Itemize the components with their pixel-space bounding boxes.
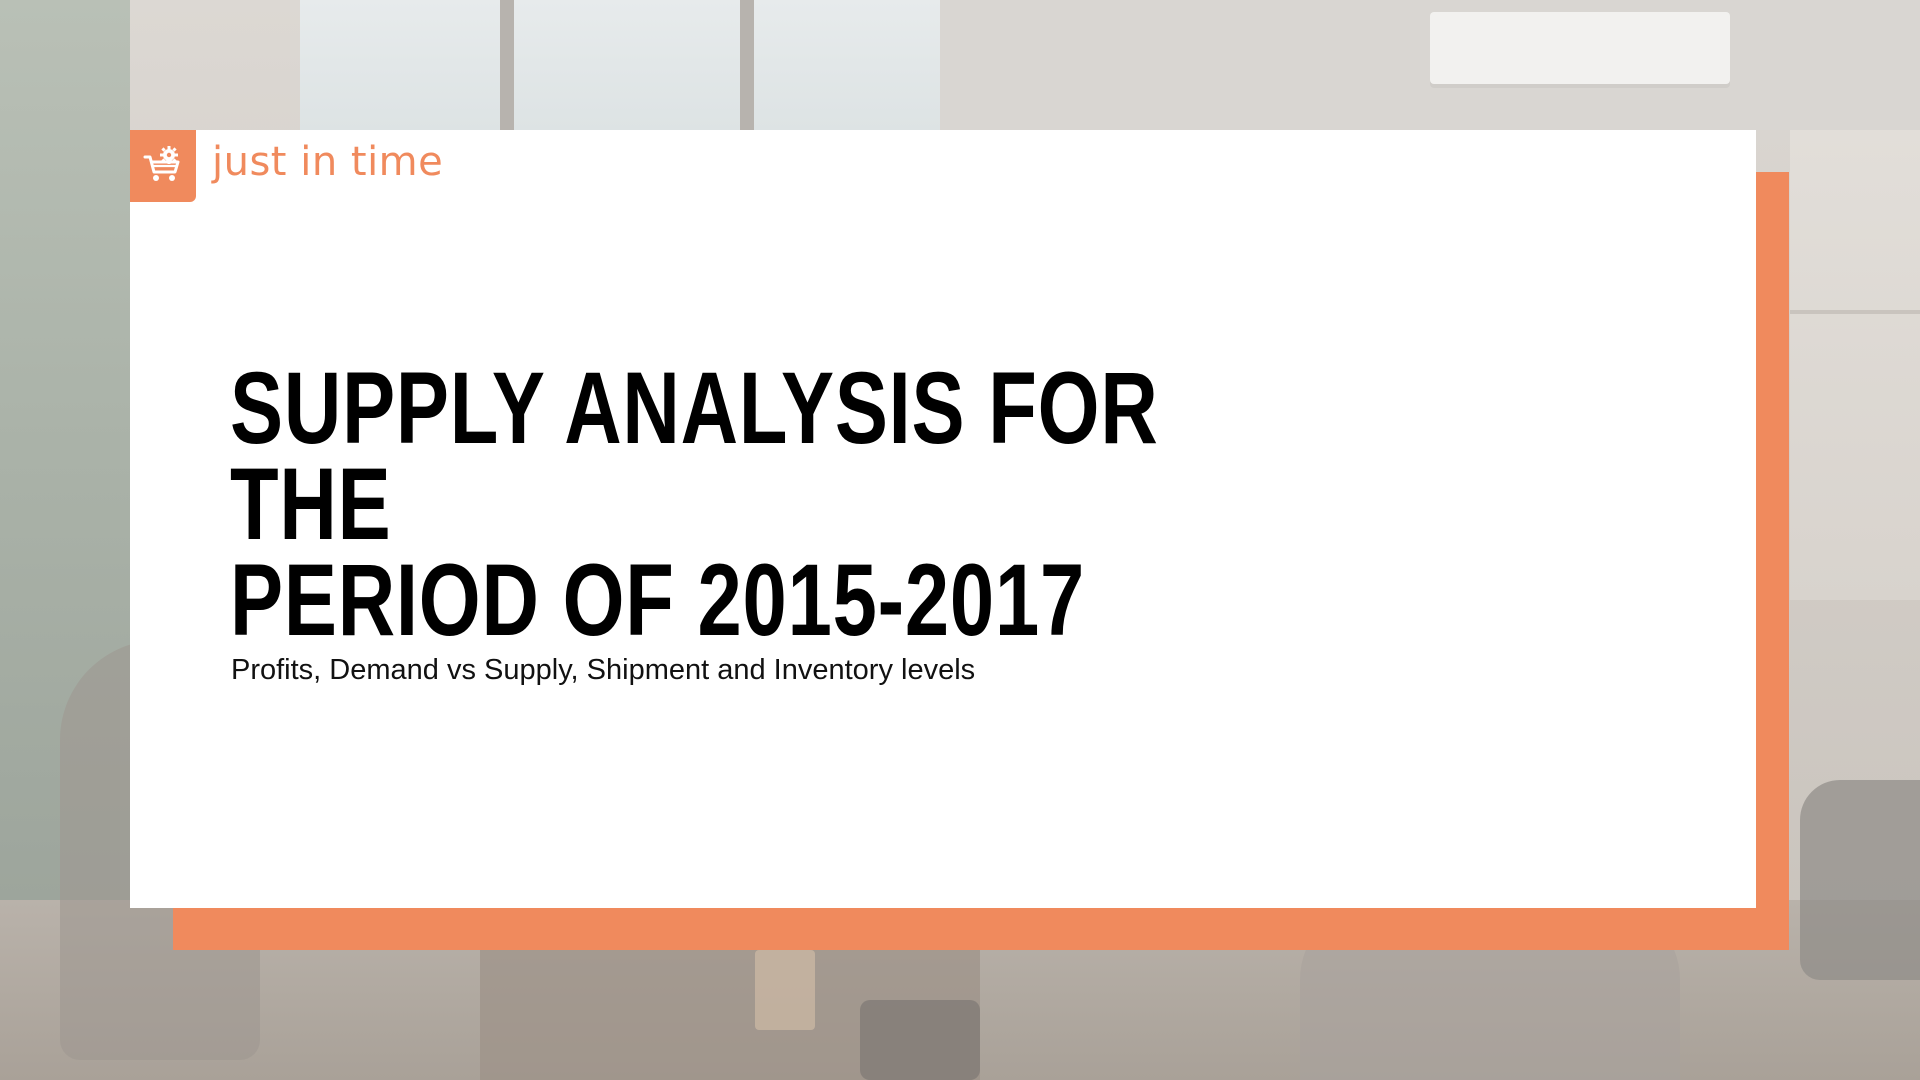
slide-card [130,130,1756,908]
slide-title: SUPPLY ANALYSIS FOR THE PERIOD OF 2015-2… [230,357,1244,651]
logo-badge [130,130,196,202]
brand-name: just in time [212,139,444,185]
air-conditioner [1430,12,1730,84]
shopping-cart-gear-icon [141,142,185,191]
chair-right [1800,780,1920,980]
title-line-1: SUPPLY ANALYSIS FOR THE [230,351,1159,561]
window-frame [300,0,940,130]
title-line-2: PERIOD OF 2015-2017 [230,543,1086,657]
slide-subtitle: Profits, Demand vs Supply, Shipment and … [231,654,976,686]
desk-phone [860,1000,980,1080]
coffee-cup [755,950,815,1030]
right-wall [1790,130,1920,600]
